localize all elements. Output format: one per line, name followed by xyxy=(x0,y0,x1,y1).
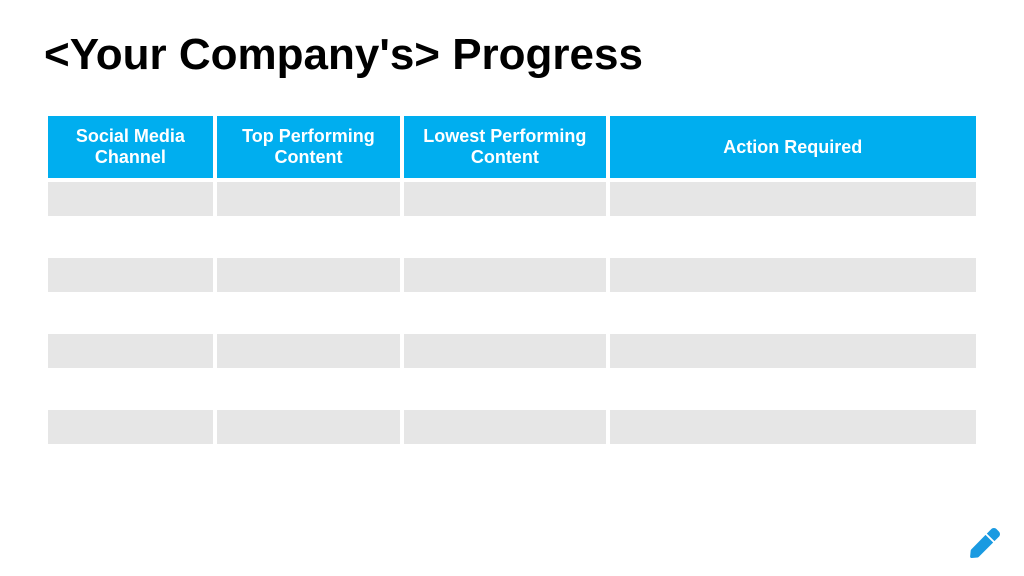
cell xyxy=(48,220,213,254)
table-row xyxy=(48,372,976,406)
cell xyxy=(48,372,213,406)
cell xyxy=(48,296,213,330)
slide: <Your Company's> Progress Social Media C… xyxy=(0,0,1024,576)
cell xyxy=(404,296,606,330)
cell xyxy=(610,182,976,216)
cell xyxy=(404,182,606,216)
table-row xyxy=(48,182,976,216)
cell xyxy=(404,258,606,292)
cell xyxy=(404,220,606,254)
col-header-lowest: Lowest Performing Content xyxy=(404,116,606,178)
cell xyxy=(48,182,213,216)
col-header-action: Action Required xyxy=(610,116,976,178)
cell xyxy=(404,410,606,444)
cell xyxy=(217,182,400,216)
col-header-top: Top Performing Content xyxy=(217,116,400,178)
cell xyxy=(217,220,400,254)
cell xyxy=(48,410,213,444)
cell xyxy=(217,372,400,406)
table-row xyxy=(48,410,976,444)
table-row xyxy=(48,258,976,292)
cell xyxy=(610,220,976,254)
cell xyxy=(217,258,400,292)
cell xyxy=(404,372,606,406)
page-title: <Your Company's> Progress xyxy=(44,30,980,80)
cell xyxy=(610,410,976,444)
table-row xyxy=(48,334,976,368)
cell xyxy=(217,334,400,368)
table-header-row: Social Media Channel Top Performing Cont… xyxy=(48,116,976,178)
cell xyxy=(610,258,976,292)
cell xyxy=(48,258,213,292)
table-row xyxy=(48,220,976,254)
cell xyxy=(48,334,213,368)
cell xyxy=(404,334,606,368)
table-row xyxy=(48,296,976,330)
cell xyxy=(610,334,976,368)
cell xyxy=(610,372,976,406)
col-header-channel: Social Media Channel xyxy=(48,116,213,178)
cell xyxy=(217,410,400,444)
pencil-icon[interactable] xyxy=(970,528,1000,558)
cell xyxy=(217,296,400,330)
progress-table: Social Media Channel Top Performing Cont… xyxy=(44,112,980,448)
cell xyxy=(610,296,976,330)
